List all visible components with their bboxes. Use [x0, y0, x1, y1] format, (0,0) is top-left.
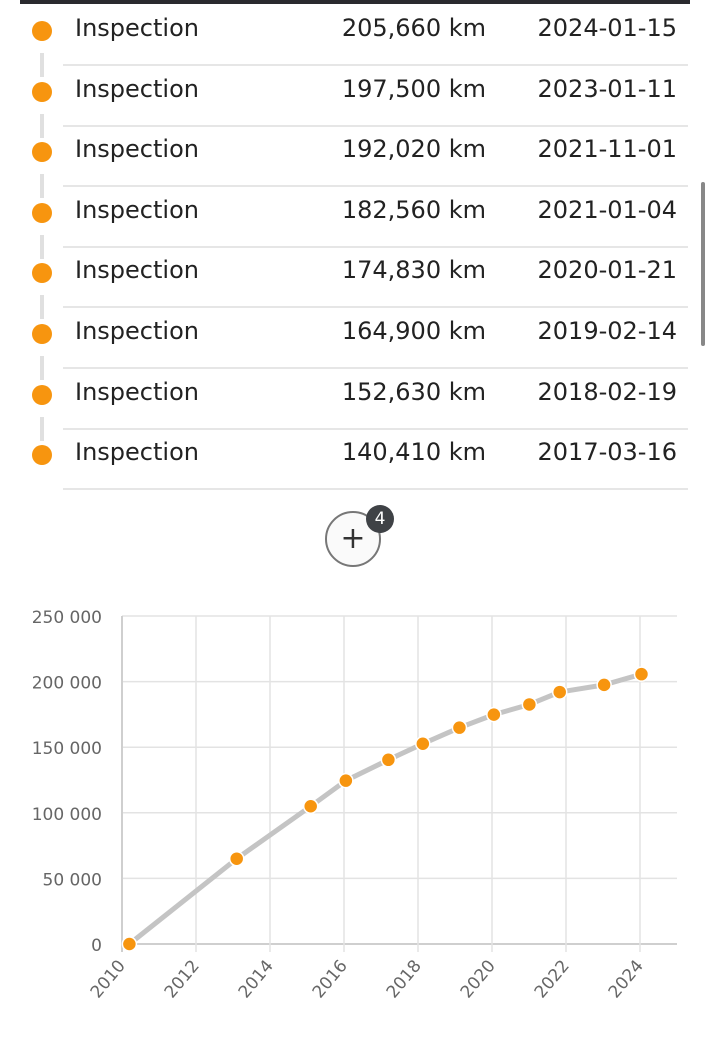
data-point [486, 706, 502, 723]
event-mileage: 174,830 km [341, 256, 486, 285]
list-item[interactable]: Inspection 197,500 km 2023-01-11 [0, 67, 690, 127]
divider [63, 367, 688, 369]
list-item[interactable]: Inspection 174,830 km 2020-01-21 [0, 248, 690, 308]
event-type: Inspection [75, 14, 199, 42]
data-point [121, 936, 138, 952]
more-count-badge: 4 [366, 505, 394, 533]
data-point [451, 719, 468, 736]
event-type: Inspection [75, 377, 199, 406]
event-type: Inspection [75, 317, 199, 345]
x-tick-label: 2018 [383, 956, 426, 1002]
timeline-dot-icon [32, 21, 52, 41]
divider [63, 185, 688, 188]
header-bar [20, 0, 690, 4]
data-point [302, 798, 319, 814]
y-tick-label: 200 000 [32, 674, 102, 694]
mileage-chart: 0 50 000 100 000 150 000 200 000 250 000 2010 2… [32, 608, 677, 1002]
list-item[interactable]: Inspection 152,630 km 2018-02-19 [0, 370, 690, 430]
event-mileage: 164,900 km [341, 317, 486, 345]
event-type: Inspection [75, 256, 199, 285]
data-point [228, 850, 245, 867]
event-date: 2018-02-19 [537, 377, 677, 406]
data-point [521, 696, 538, 713]
x-tick-label: 2022 [531, 956, 574, 1002]
event-type: Inspection [75, 438, 199, 467]
divider [63, 306, 688, 309]
timeline-connector [40, 416, 44, 441]
timeline-dot-icon [32, 263, 52, 284]
x-tick-label: 2016 [309, 956, 352, 1002]
x-tick-label: 2014 [235, 956, 278, 1002]
event-type: Inspection [75, 135, 199, 164]
event-date: 2017-03-16 [537, 438, 677, 467]
timeline-dot-icon [32, 384, 52, 405]
divider [63, 488, 688, 491]
show-more-button[interactable]: + [325, 511, 381, 567]
y-tick-label: 250 000 [32, 608, 102, 628]
list-item[interactable]: Inspection 192,020 km 2021-11-01 [0, 127, 690, 187]
divider [63, 427, 688, 430]
event-type: Inspection [75, 195, 199, 224]
data-point [338, 772, 354, 789]
event-mileage: 140,410 km [341, 438, 486, 467]
event-date: 2024-01-15 [537, 14, 677, 42]
timeline-dot-icon [32, 202, 52, 223]
data-point [633, 666, 650, 682]
event-date: 2023-01-11 [537, 74, 677, 103]
y-tick-label: 100 000 [32, 805, 102, 825]
x-tick-label: 2010 [87, 956, 130, 1002]
event-mileage: 205,660 km [341, 14, 486, 42]
event-date: 2019-02-14 [537, 317, 677, 345]
y-tick-label: 50 000 [43, 870, 102, 890]
data-point [380, 752, 397, 768]
event-date: 2021-11-01 [537, 135, 677, 164]
timeline-connector [40, 234, 44, 259]
timeline-connector [40, 53, 44, 77]
timeline-dot-icon [32, 324, 52, 344]
x-tick-label: 2020 [457, 956, 500, 1002]
timeline-connector [40, 295, 44, 320]
list-item[interactable]: Inspection 164,900 km 2019-02-14 [0, 309, 690, 369]
timeline-dot-icon [32, 81, 52, 102]
x-tick-label: 2012 [161, 956, 204, 1002]
event-mileage: 197,500 km [341, 74, 486, 103]
list-item[interactable]: Inspection 140,410 km 2017-03-16 [0, 430, 690, 490]
timeline-dot-icon [32, 445, 52, 466]
x-tick-label: 2024 [605, 956, 648, 1002]
timeline-connector [40, 356, 44, 380]
divider [63, 124, 688, 127]
timeline-connector [40, 174, 44, 199]
event-mileage: 192,020 km [341, 135, 486, 164]
scrollbar[interactable] [701, 182, 705, 346]
y-tick-label: 0 [91, 936, 102, 956]
event-date: 2021-01-04 [537, 195, 677, 224]
data-point [596, 677, 612, 693]
data-point [415, 735, 431, 752]
event-mileage: 182,560 km [341, 195, 486, 224]
divider [63, 64, 688, 66]
y-tick-label: 150 000 [32, 739, 102, 759]
event-type: Inspection [75, 74, 199, 103]
list-item[interactable]: Inspection 205,660 km 2024-01-15 [0, 6, 690, 66]
event-mileage: 152,630 km [341, 377, 486, 406]
timeline-dot-icon [32, 142, 52, 163]
plus-icon: + [340, 521, 366, 556]
divider [63, 245, 688, 248]
list-item[interactable]: Inspection 182,560 km 2021-01-04 [0, 188, 690, 248]
event-date: 2020-01-21 [537, 256, 677, 285]
data-point [551, 684, 568, 700]
timeline-connector [40, 113, 44, 138]
mileage-line [127, 671, 643, 946]
